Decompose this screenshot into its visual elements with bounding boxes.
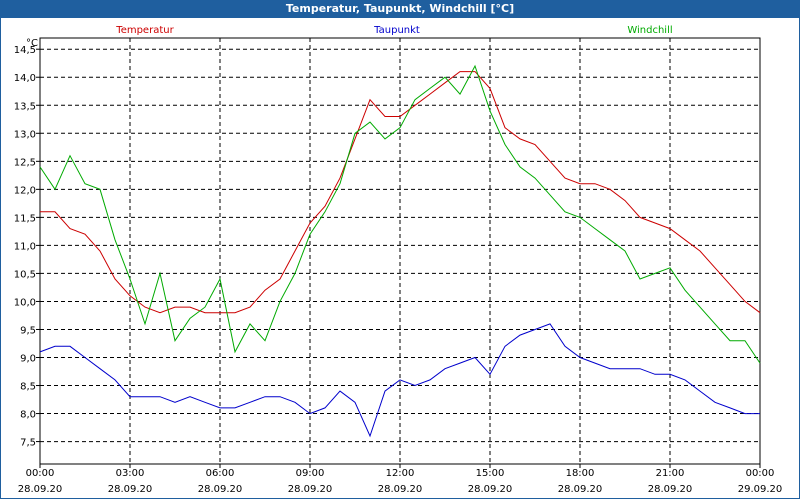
legend-item-taupunkt: Taupunkt bbox=[373, 25, 420, 36]
x-tick-date: 28.09.20 bbox=[288, 484, 333, 495]
y-tick-label: 12,5 bbox=[14, 157, 36, 168]
y-tick-label: 8,5 bbox=[20, 382, 36, 393]
y-tick-label: 14,5 bbox=[14, 45, 36, 56]
y-axis-label: °C bbox=[26, 38, 38, 49]
x-tick-time: 00:00 bbox=[26, 468, 55, 479]
y-tick-label: 7,5 bbox=[20, 438, 36, 449]
x-tick-labels: 00:00 28.09.20 03:00 28.09.20 06:00 28.09.20 0… bbox=[18, 468, 783, 495]
y-tick-label: 13,5 bbox=[14, 101, 36, 112]
x-tick-time: 15:00 bbox=[476, 468, 505, 479]
y-tick-label: 11,5 bbox=[14, 213, 36, 224]
series-line-temperatur bbox=[40, 71, 761, 314]
y-tick-label: 11,0 bbox=[14, 241, 36, 252]
legend: Temperatur Taupunkt Windchill bbox=[115, 25, 672, 36]
series-line-taupunkt bbox=[39, 323, 760, 438]
legend-item-temperatur: Temperatur bbox=[115, 25, 174, 36]
x-tick-time: 03:00 bbox=[116, 468, 145, 479]
y-tick-label: 12,0 bbox=[14, 185, 36, 196]
x-tick-time: 18:00 bbox=[566, 468, 595, 479]
y-tick-label: 9,0 bbox=[20, 354, 36, 365]
x-tick-date: 28.09.20 bbox=[468, 484, 513, 495]
y-tick-label: 10,5 bbox=[14, 269, 36, 280]
grid bbox=[36, 37, 761, 468]
x-tick-date: 28.09.20 bbox=[198, 484, 243, 495]
x-tick-time: 06:00 bbox=[206, 468, 235, 479]
x-tick-date: 28.09.20 bbox=[108, 484, 153, 495]
window-title: Temperatur, Taupunkt, Windchill [°C] bbox=[0, 0, 800, 18]
y-tick-labels: 7,5 8,0 8,5 9,0 9,5 10,0 10,5 11,0 11,5 12,0 12,5 1… bbox=[14, 45, 36, 448]
x-tick-time: 12:00 bbox=[386, 468, 415, 479]
x-tick-date: 28.09.20 bbox=[558, 484, 603, 495]
legend-item-windchill: Windchill bbox=[627, 25, 672, 36]
y-tick-label: 13,0 bbox=[14, 129, 36, 140]
series-line-windchill bbox=[39, 64, 761, 364]
chart-canvas: 7,5 8,0 8,5 9,0 9,5 10,0 10,5 11,0 11,5 12,0 12,5 1… bbox=[14, 25, 783, 495]
x-tick-time: 09:00 bbox=[296, 468, 325, 479]
y-tick-label: 10,0 bbox=[14, 297, 36, 308]
x-tick-date: 29.09.20 bbox=[738, 484, 783, 495]
series-lines bbox=[39, 64, 761, 438]
x-tick-time: 00:00 bbox=[746, 468, 775, 479]
x-tick-date: 28.09.20 bbox=[648, 484, 693, 495]
y-tick-label: 14,0 bbox=[14, 73, 36, 84]
x-tick-date: 28.09.20 bbox=[18, 484, 63, 495]
x-tick-time: 21:00 bbox=[656, 468, 685, 479]
y-tick-label: 9,5 bbox=[20, 325, 36, 336]
y-tick-label: 8,0 bbox=[20, 410, 36, 421]
x-tick-date: 28.09.20 bbox=[378, 484, 423, 495]
